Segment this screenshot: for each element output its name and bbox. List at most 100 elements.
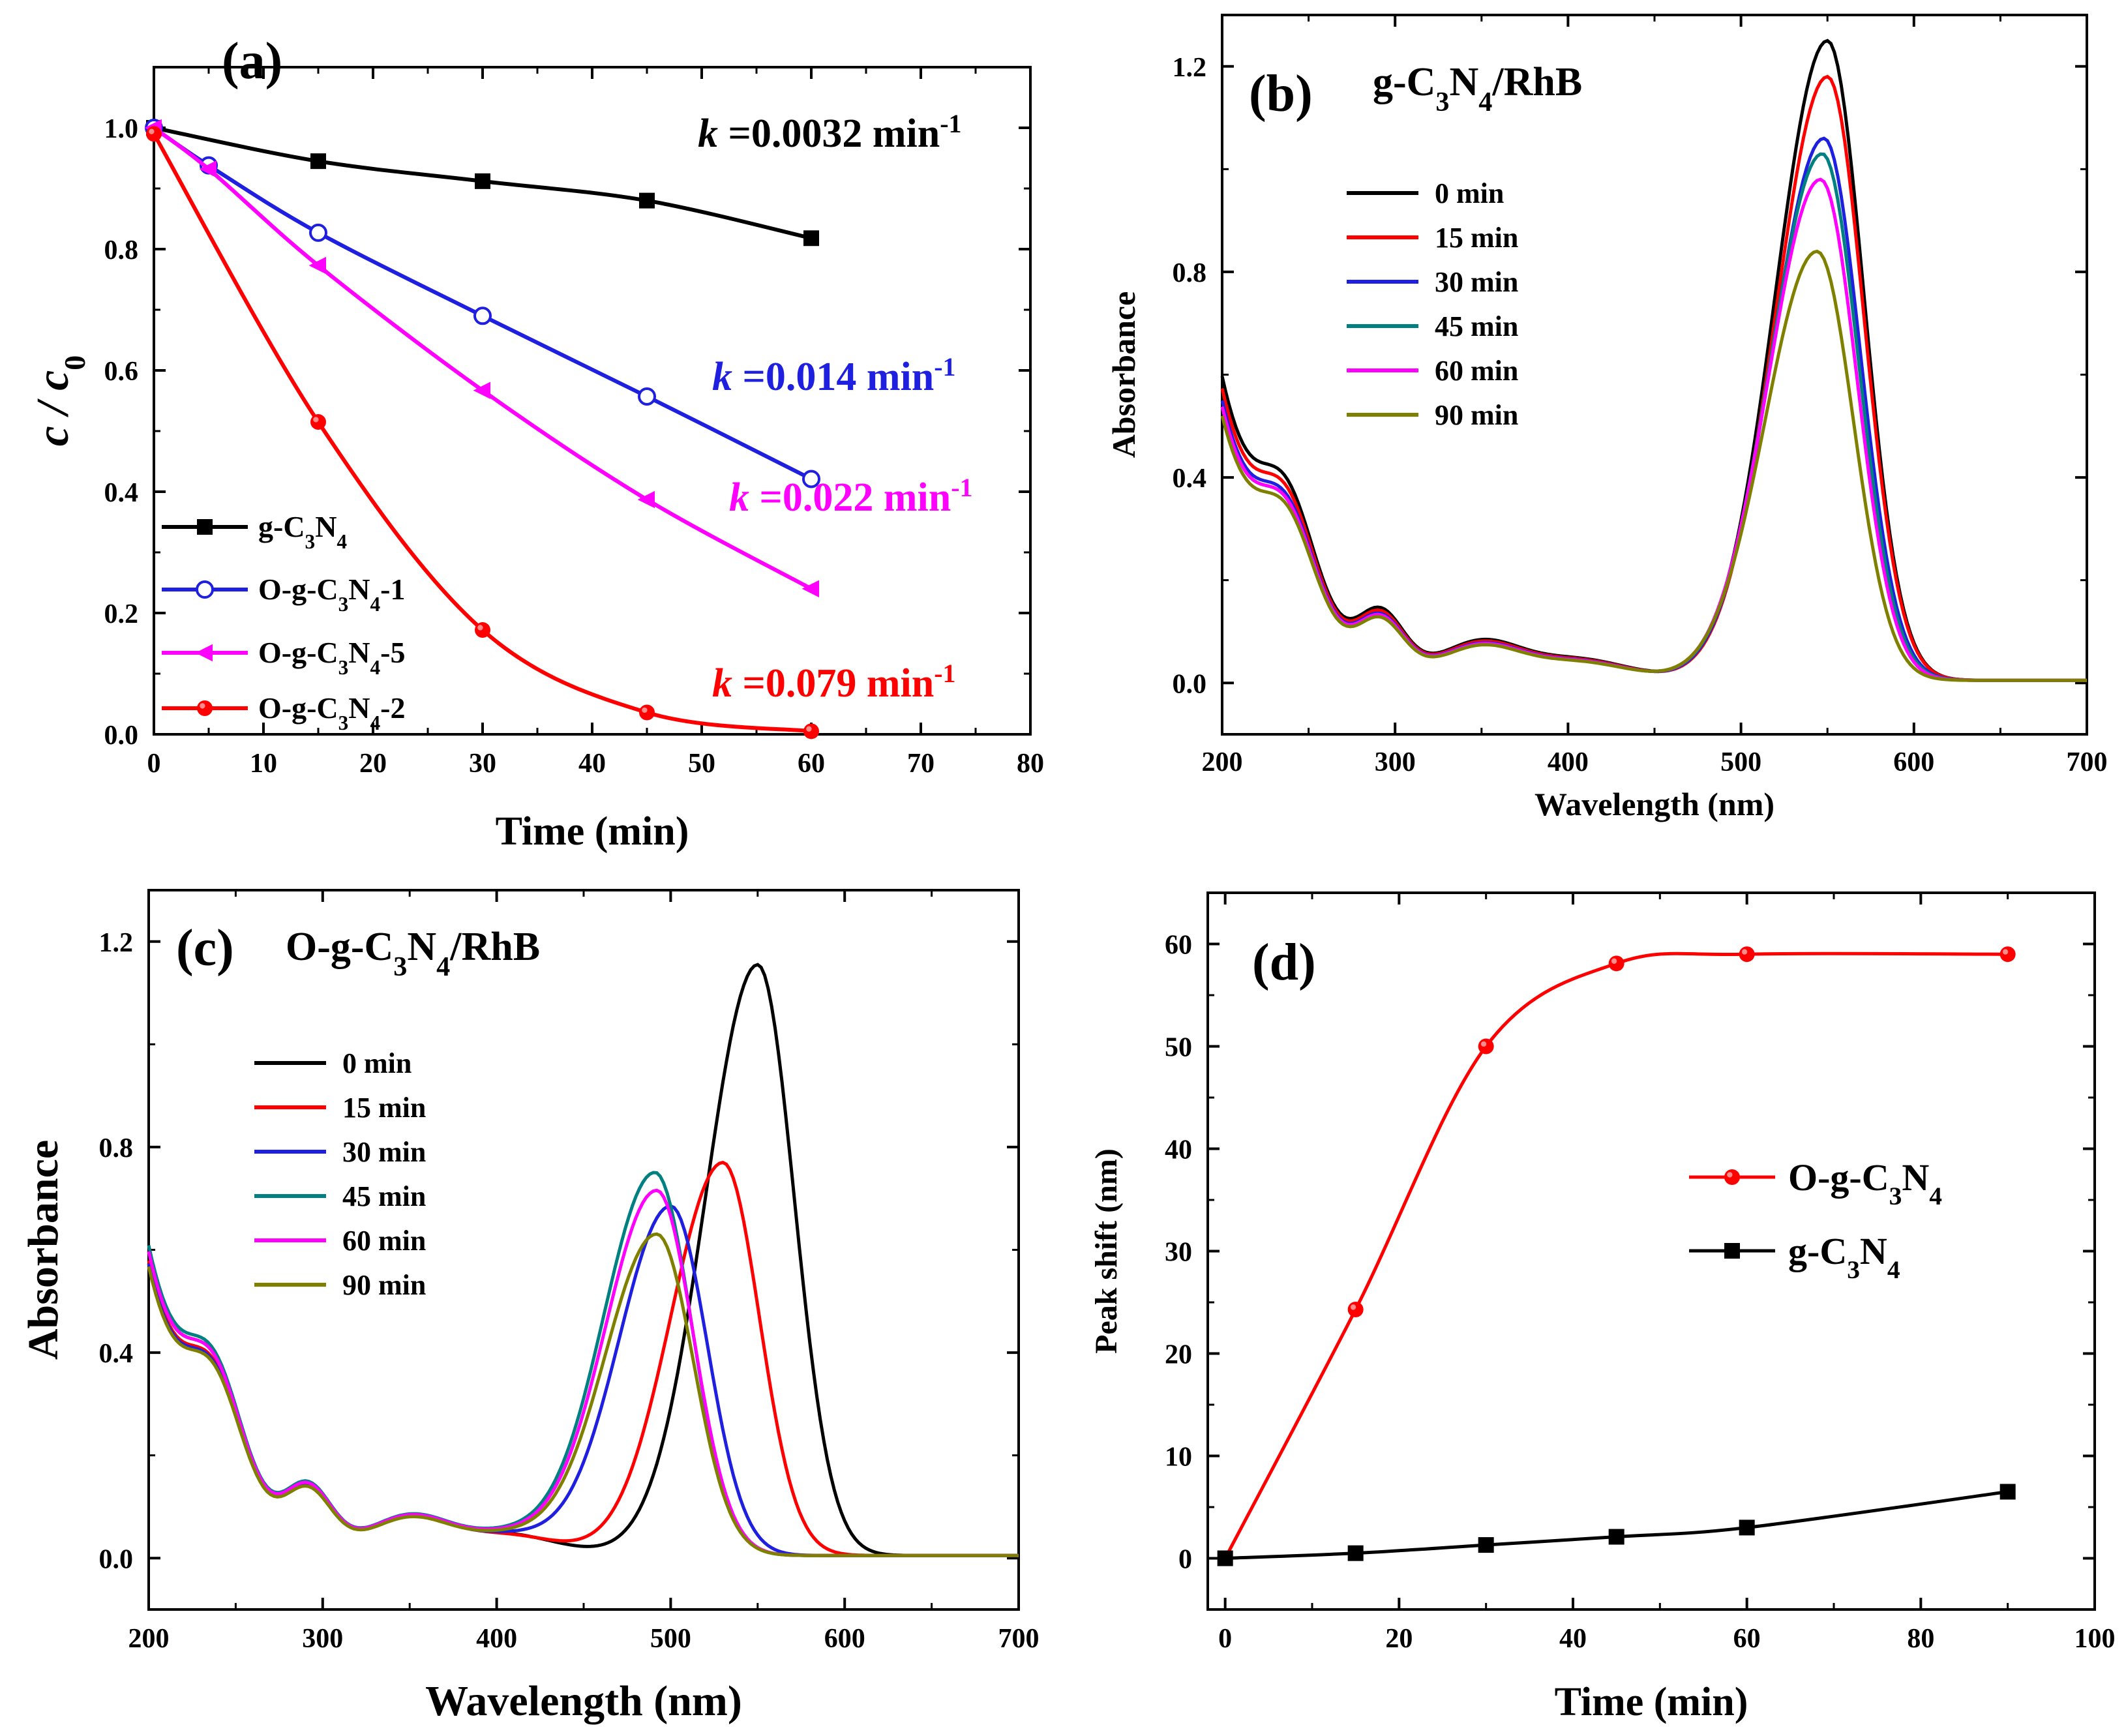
rate-constant-label: k =0.022 min-1 [729,473,973,520]
triangle-marker [801,580,819,597]
y-tick-label: 0.8 [104,235,139,265]
y-tick-label: 20 [1165,1340,1192,1370]
circle-marker [1347,1301,1364,1317]
y-tick-label: 0.2 [104,599,139,629]
square-marker [639,192,655,209]
circle-marker-highlight [1480,1041,1487,1047]
x-tick-label: 200 [1202,747,1243,777]
x-tick-label: 700 [998,1624,1040,1654]
y-tick-label: 0.0 [104,721,139,751]
legend-label: 60 min [1435,355,1518,387]
plot-frame [153,66,1032,736]
legend-label: g-C3N4 [1788,1230,1900,1284]
y-tick-label: 0.4 [99,1339,134,1369]
circle-marker [1724,1169,1740,1185]
circle-marker-highlight [806,726,812,732]
legend-label: O-g-C3N4 [1788,1156,1942,1210]
open-circle-marker [473,307,492,325]
square-marker [1608,1529,1624,1545]
circle-marker-highlight [477,625,483,631]
y-tick-label: 40 [1165,1135,1192,1165]
legend-label: O-g-C3N4-1 [258,573,405,616]
legend-label: 0 min [342,1047,412,1079]
circle-marker-highlight [313,417,319,423]
y-tick-label: 0.0 [1173,669,1207,699]
x-tick-label: 200 [128,1624,170,1654]
panel-label: (b) [1249,65,1313,123]
x-tick-label: 0 [147,749,161,779]
x-tick-label: 40 [578,749,606,779]
spectrum-line [1220,249,2087,682]
square-marker [1739,1519,1755,1536]
x-tick-label: 80 [1017,749,1044,779]
x-tick-label: 70 [907,749,935,779]
spectrum-line [147,1232,1019,1557]
circle-marker-highlight [149,128,155,134]
x-axis-label: Time (min) [1555,1680,1748,1724]
legend-label: 15 min [1435,222,1518,254]
circle-marker [197,700,213,716]
x-tick-label: 500 [1720,747,1761,777]
y-tick-label: 1.2 [99,928,134,958]
circle-marker-highlight [2002,949,2009,955]
x-axis-label: Time (min) [496,809,689,854]
panel-title: g-C3N4/RhB [1373,60,1582,117]
y-tick-label: 50 [1165,1033,1192,1063]
spectrum-line [1220,74,2087,682]
spectrum-line [1220,38,2087,682]
legend-label: g-C3N4 [258,510,347,553]
triangle-marker [199,160,217,178]
panel-c: 200 300 400 500 600 700 0.0 0.4 0.8 1.2 (c) O-g-C3N… [20,889,1040,1725]
y-tick-label: 0.6 [104,357,139,387]
series-line [152,132,812,734]
square-marker [1999,1484,2016,1500]
y-tick-label: 1.2 [1173,53,1207,83]
rate-constant-label: k =0.079 min-1 [712,659,956,706]
rate-constant-label: k =0.014 min-1 [712,352,956,400]
legend-label: 90 min [1435,399,1518,431]
legend-label: O-g-C3N4-5 [258,636,405,679]
legend-label: 45 min [1435,310,1518,342]
x-tick-label: 400 [1548,747,1589,777]
legend-label: 90 min [342,1269,426,1301]
rate-constant-label: k =0.0032 min-1 [698,109,962,157]
y-tick-label: 0.8 [99,1133,134,1163]
x-tick-label: 10 [250,749,277,779]
plot-frame [147,889,1020,1611]
triangle-marker [308,256,326,275]
square-marker [1347,1545,1364,1561]
y-tick-label: 0.8 [1173,258,1207,288]
circle-marker [475,622,490,638]
plot-frame [1206,891,2096,1611]
legend-label: 0 min [1435,177,1504,209]
circle-marker [1608,955,1624,972]
x-tick-label: 500 [650,1624,691,1654]
square-marker [475,173,490,189]
y-tick-label: 30 [1165,1238,1192,1268]
x-tick-label: 40 [1559,1624,1587,1654]
legend-label: 45 min [342,1180,426,1212]
spectrum-line [147,1204,1019,1557]
x-tick-label: 30 [469,749,496,779]
x-axis-label: Wavelength (nm) [425,1677,742,1725]
panel-b: 200 300 400 500 600 700 0.0 0.4 0.8 1.2 (b) g-C3N4/… [1105,14,2108,822]
circle-marker-highlight [642,707,648,713]
spectrum-line [1220,177,2087,682]
y-tick-label: 1.0 [104,114,139,144]
spectrum-line [147,1188,1019,1557]
circle-marker [1739,946,1755,963]
panel-a: 0 10 20 30 40 50 60 70 80 0.0 0.2 0.4 0.6 0.8 1.0 (a) Ti… [28,33,1044,854]
triangle-marker [637,490,655,509]
square-marker [803,230,819,247]
y-tick-label: 10 [1165,1443,1192,1473]
circle-marker [803,723,819,740]
square-marker [310,153,326,170]
open-circle-marker [802,470,820,488]
y-axis-label: c / c0 [28,355,91,447]
circle-marker [146,126,162,142]
open-circle-marker [196,580,214,599]
square-marker [197,519,213,535]
x-tick-label: 20 [1385,1624,1413,1654]
x-tick-label: 700 [2067,747,2108,777]
